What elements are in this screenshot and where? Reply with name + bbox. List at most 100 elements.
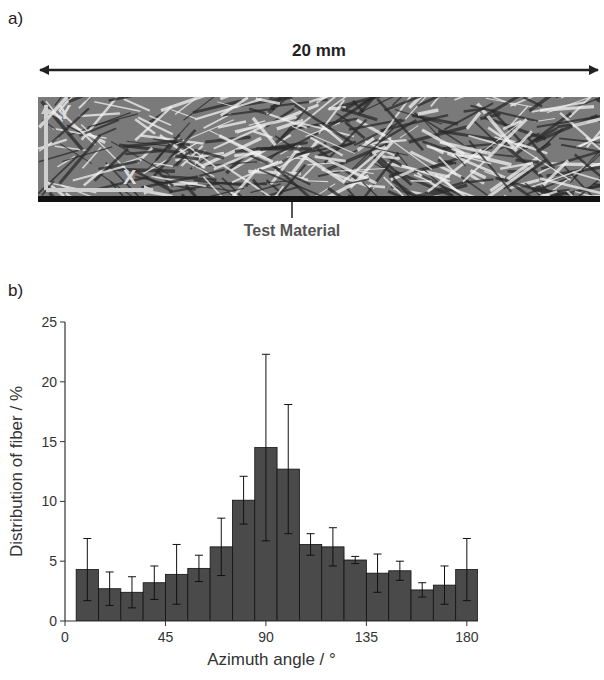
fiber-texture [264, 112, 307, 127]
fiber-texture [214, 150, 260, 169]
error-cap [83, 538, 91, 539]
fiber-texture [469, 141, 511, 192]
error-bar [217, 518, 225, 575]
scale-arrow [40, 69, 598, 72]
error-stem [332, 528, 333, 566]
error-cap [418, 597, 426, 598]
error-stem [221, 518, 222, 575]
error-stem [131, 577, 132, 608]
fiber-texture [259, 169, 323, 196]
x-tick-label: 135 [355, 629, 379, 645]
error-stem [176, 544, 177, 604]
fiber-texture [218, 121, 246, 127]
error-cap [173, 604, 181, 605]
y-axis-title: Distribution of fiber / % [7, 386, 26, 557]
fiber-texture [374, 164, 409, 181]
fiber-texture [199, 169, 224, 175]
error-cap [240, 524, 248, 525]
fiber-texture [79, 97, 102, 108]
fiber-texture [79, 120, 119, 136]
error-cap [128, 607, 136, 608]
fiber-texture [468, 179, 493, 182]
error-cap [106, 605, 114, 606]
fiber-texture [503, 121, 521, 129]
x-tick-label: 45 [158, 629, 174, 645]
x-tick [165, 621, 166, 626]
error-cap [463, 538, 471, 539]
error-cap [150, 565, 158, 566]
error-cap [195, 555, 203, 556]
fiber-texture [516, 131, 532, 148]
error-bar [418, 583, 426, 597]
fiber-texture [379, 97, 416, 140]
micrograph [38, 97, 600, 202]
error-stem [243, 476, 244, 524]
fiber-texture [60, 135, 101, 183]
scale-text: 20 mm [292, 41, 346, 60]
error-cap [240, 476, 248, 477]
error-stem [288, 405, 289, 534]
fiber-texture [68, 97, 84, 99]
error-bar [173, 544, 181, 604]
error-cap [262, 354, 270, 355]
axis-glyph-label: Y [58, 101, 72, 123]
fiber-texture [474, 121, 498, 144]
y-tick-label: 20 [41, 374, 57, 390]
y-tick-label: 0 [49, 613, 57, 629]
fiber-texture [547, 97, 600, 113]
fiber-texture [87, 114, 137, 127]
panel-label: b) [8, 281, 23, 300]
error-cap [106, 571, 114, 572]
error-cap [217, 575, 225, 576]
caption-leader [291, 202, 293, 218]
error-bar [351, 556, 359, 563]
fiber-texture [341, 109, 378, 120]
fiber-texture [221, 98, 248, 116]
y-tick [60, 381, 65, 382]
fiber-texture [540, 107, 594, 111]
fiber-texture [267, 97, 309, 115]
error-bar [262, 354, 270, 541]
axis-glyph-x [46, 188, 153, 192]
fiber-texture [124, 99, 150, 111]
y-tick [60, 621, 65, 622]
error-cap [418, 582, 426, 583]
fiber-texture [315, 157, 346, 161]
error-cap [441, 604, 449, 605]
y-tick-label: 5 [49, 553, 57, 569]
fiber-texture [57, 156, 75, 167]
fiber-texture [542, 129, 563, 149]
fiber-texture [135, 107, 171, 141]
fiber-texture [412, 115, 458, 124]
error-cap [83, 600, 91, 601]
error-cap [374, 592, 382, 593]
error-cap [128, 576, 136, 577]
fiber-texture [595, 99, 600, 107]
fiber-texture [445, 97, 485, 98]
fiber-texture [515, 160, 538, 162]
fiber-texture [358, 138, 374, 150]
error-cap [351, 556, 359, 557]
x-tick [265, 621, 266, 626]
error-bar [396, 561, 404, 580]
micrograph-texture [38, 97, 600, 202]
fiber-texture [464, 109, 486, 112]
fiber-texture [209, 183, 267, 184]
fiber-texture [109, 97, 149, 100]
error-cap [307, 555, 315, 556]
x-tick-label: 90 [258, 629, 274, 645]
error-bar [240, 476, 248, 524]
axis-glyph-label: X [123, 166, 137, 188]
x-axis [65, 620, 478, 621]
fiber-texture [440, 142, 491, 153]
error-bar [307, 534, 315, 556]
bar [299, 544, 321, 621]
fiber-texture [332, 168, 385, 171]
error-cap [195, 581, 203, 582]
fiber-texture [359, 145, 408, 155]
fiber-texture [573, 115, 600, 126]
fiber-texture [352, 128, 394, 170]
error-cap [351, 563, 359, 564]
fiber-texture [485, 119, 527, 161]
x-tick [65, 621, 66, 626]
